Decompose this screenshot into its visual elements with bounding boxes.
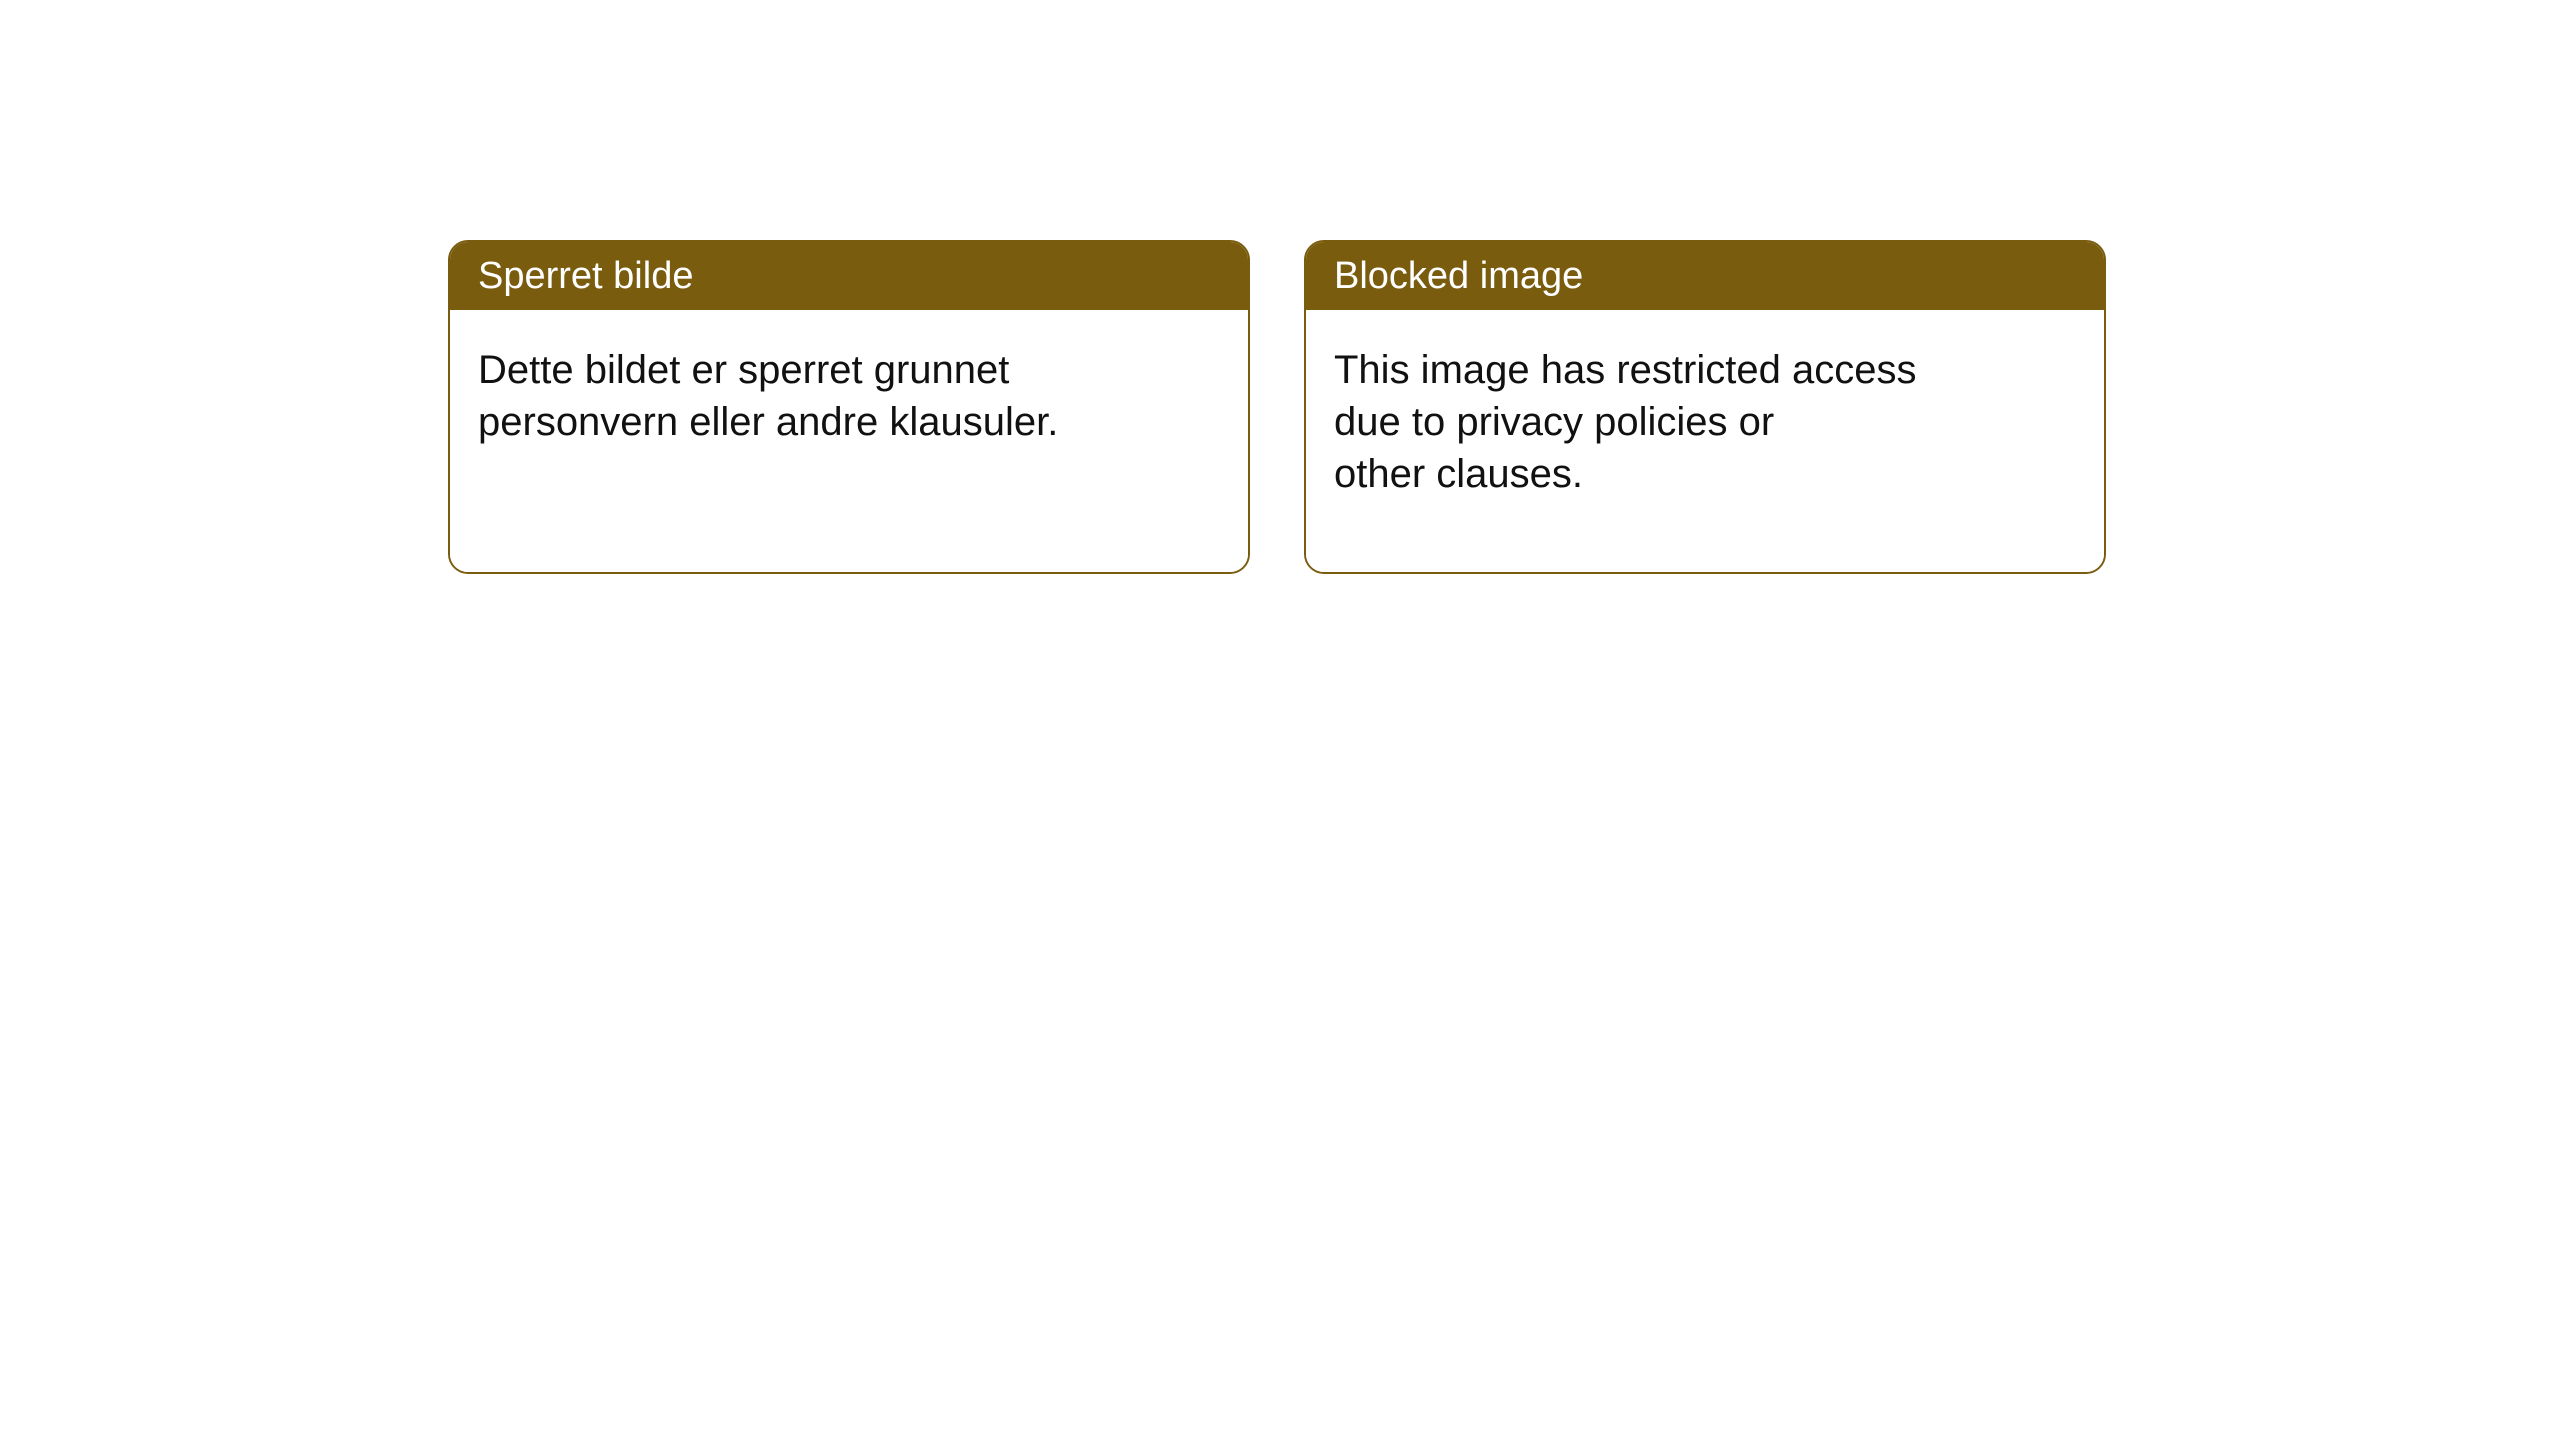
card-header: Sperret bilde	[450, 242, 1248, 310]
card-header: Blocked image	[1306, 242, 2104, 310]
card-body: This image has restricted access due to …	[1306, 310, 2104, 572]
card-container: Sperret bilde Dette bildet er sperret gr…	[0, 0, 2560, 574]
card-body: Dette bildet er sperret grunnet personve…	[450, 310, 1248, 572]
blocked-image-card-en: Blocked image This image has restricted …	[1304, 240, 2106, 574]
blocked-image-card-no: Sperret bilde Dette bildet er sperret gr…	[448, 240, 1250, 574]
